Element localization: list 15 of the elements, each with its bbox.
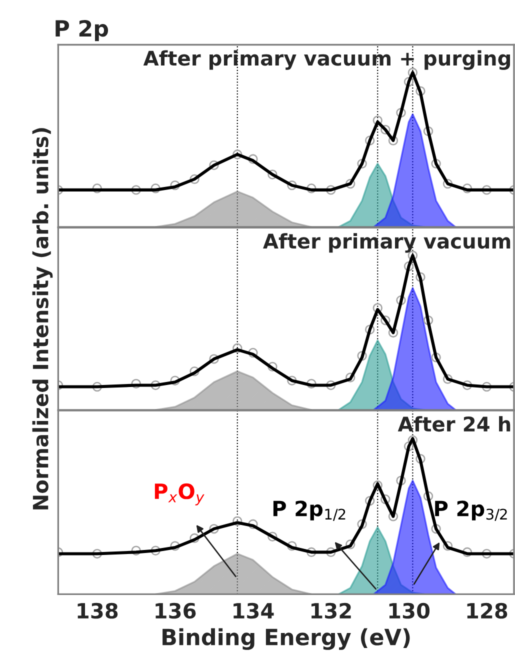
x-tick-label: 138 bbox=[78, 602, 118, 619]
annotation: P 2p$_{3/2}$ bbox=[435, 500, 507, 521]
text: P 2p bbox=[56, 20, 108, 42]
chart-title: After primary vacuum + purging bbox=[143, 50, 510, 70]
annotation: P 2p$_{1/2}$ bbox=[273, 500, 346, 521]
x-tick-label: 132 bbox=[311, 602, 351, 619]
x-tick-label: 134 bbox=[234, 602, 274, 619]
annotation: P$_{x}$O$_{y}$ bbox=[154, 483, 204, 506]
chart-title: After 24 h bbox=[398, 416, 510, 432]
x-tick-label: 130 bbox=[389, 602, 430, 619]
x-tick-label: 136 bbox=[156, 602, 196, 619]
x-tick-label: 128 bbox=[467, 602, 508, 619]
y-axis-title: Normalized Intensity (arb. units) bbox=[32, 128, 53, 510]
x-axis-title: Binding Energy (eV) bbox=[162, 628, 410, 650]
chart-title: After primary vacuum bbox=[263, 233, 510, 253]
